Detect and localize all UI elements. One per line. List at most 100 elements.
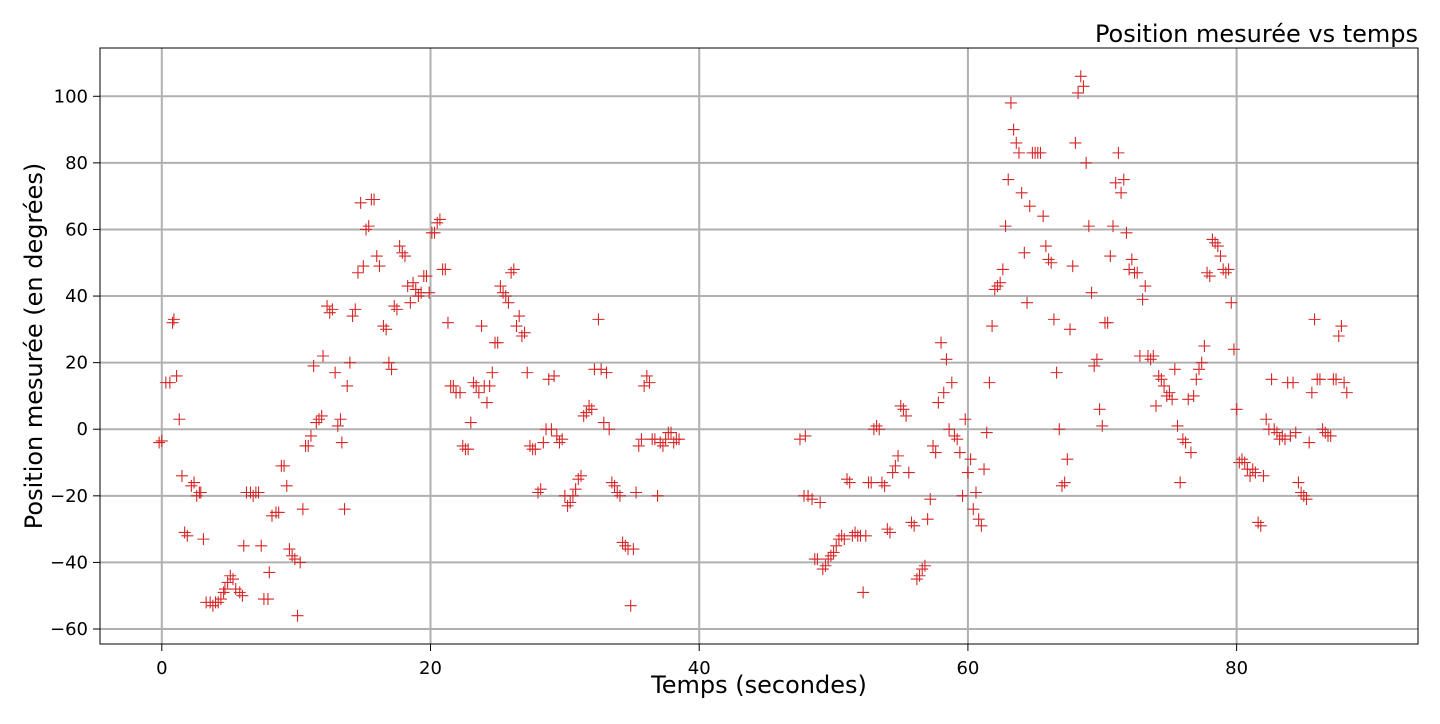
data-point-marker	[1144, 353, 1157, 366]
data-point-marker	[280, 479, 293, 492]
data-point-marker	[1179, 436, 1192, 449]
data-point-marker	[1176, 433, 1189, 446]
data-point-marker	[286, 549, 299, 562]
data-point-marker	[486, 366, 499, 379]
data-point-marker	[667, 436, 680, 449]
data-point-marker	[1254, 519, 1267, 532]
data-point-marker	[1010, 136, 1023, 149]
data-point-marker	[816, 563, 829, 576]
data-point-marker	[1085, 286, 1098, 299]
data-point-marker	[1257, 469, 1270, 482]
data-point-marker	[951, 433, 964, 446]
data-point-marker	[827, 546, 840, 559]
y-tick-label: −40	[50, 552, 88, 573]
data-point-marker	[849, 526, 862, 539]
data-point-marker	[572, 473, 585, 486]
data-point-marker	[396, 246, 409, 259]
data-point-marker	[600, 366, 613, 379]
data-point-marker	[964, 453, 977, 466]
data-point-marker	[155, 434, 168, 447]
x-tick-label: 0	[156, 658, 167, 679]
data-point-marker	[255, 539, 268, 552]
data-point-marker	[398, 250, 411, 263]
data-point-marker	[894, 399, 907, 412]
data-point-marker	[1214, 250, 1227, 263]
data-point-marker	[505, 266, 518, 279]
data-point-marker	[1139, 280, 1152, 293]
data-point-marker	[1093, 403, 1106, 416]
data-point-marker	[218, 583, 231, 596]
data-point-marker	[1303, 436, 1316, 449]
data-point-marker	[237, 539, 250, 552]
data-point-marker	[1117, 173, 1130, 186]
data-point-marker	[456, 439, 469, 452]
data-point-marker	[929, 446, 942, 459]
data-point-marker	[640, 369, 653, 382]
data-point-marker	[404, 296, 417, 309]
data-point-marker	[1238, 456, 1251, 469]
data-point-marker	[1101, 316, 1114, 329]
data-point-marker	[1338, 376, 1351, 389]
data-point-marker	[1088, 359, 1101, 372]
data-point-marker	[1270, 426, 1283, 439]
data-point-marker	[1278, 433, 1291, 446]
data-point-marker	[206, 599, 219, 612]
data-point-marker	[1227, 343, 1240, 356]
data-point-marker	[1203, 270, 1216, 283]
data-point-marker	[323, 306, 336, 319]
x-axis-label: Temps (secondes)	[650, 671, 867, 699]
data-point-marker	[1206, 233, 1219, 246]
data-point-marker	[1195, 356, 1208, 369]
data-point-marker	[1295, 486, 1308, 499]
data-point-marker	[1193, 363, 1206, 376]
data-point-marker	[1136, 293, 1149, 306]
data-point-marker	[1168, 363, 1181, 376]
data-point-marker	[224, 569, 237, 582]
chart-title: Position mesurée vs temps	[1095, 20, 1418, 48]
data-point-marker	[497, 286, 510, 299]
data-point-marker	[1037, 210, 1050, 223]
data-point-marker	[326, 303, 339, 316]
data-point-marker	[1211, 240, 1224, 253]
y-tick-label: 40	[65, 286, 88, 307]
data-point-marker	[574, 469, 587, 482]
data-point-marker	[545, 423, 558, 436]
data-point-marker	[608, 479, 621, 492]
data-point-marker	[331, 419, 344, 432]
data-point-marker	[585, 403, 598, 416]
data-point-marker	[1042, 253, 1055, 266]
data-point-marker	[441, 316, 454, 329]
data-point-marker	[1198, 340, 1211, 352]
data-point-marker	[321, 300, 334, 313]
data-point-marker	[388, 300, 401, 313]
data-point-marker	[630, 486, 643, 499]
data-point-marker	[824, 549, 837, 562]
data-point-marker	[959, 413, 972, 426]
data-point-marker	[654, 436, 667, 449]
data-point-marker	[1053, 423, 1066, 436]
data-point-marker	[1064, 323, 1077, 336]
data-point-marker	[597, 416, 610, 429]
data-point-marker	[1166, 393, 1179, 406]
data-point-marker	[664, 426, 677, 439]
data-point-marker	[247, 489, 260, 502]
data-point-marker	[1219, 266, 1232, 279]
data-point-marker	[638, 379, 651, 392]
data-point-marker	[362, 220, 375, 233]
data-point-marker	[945, 376, 958, 389]
y-axis-label: Position mesurée (en degrées)	[20, 163, 48, 529]
data-point-marker	[454, 386, 467, 399]
data-point-marker	[1015, 186, 1028, 199]
data-point-marker	[857, 586, 870, 599]
data-point-marker	[1072, 86, 1085, 99]
data-point-marker	[357, 260, 370, 273]
data-point-marker	[870, 419, 883, 432]
data-point-marker	[360, 223, 373, 236]
data-point-marker	[368, 193, 381, 206]
data-point-marker	[900, 409, 913, 422]
data-point-marker	[1109, 176, 1122, 189]
data-point-marker	[1319, 426, 1332, 439]
data-point-marker	[835, 529, 848, 542]
data-point-marker	[401, 280, 414, 293]
